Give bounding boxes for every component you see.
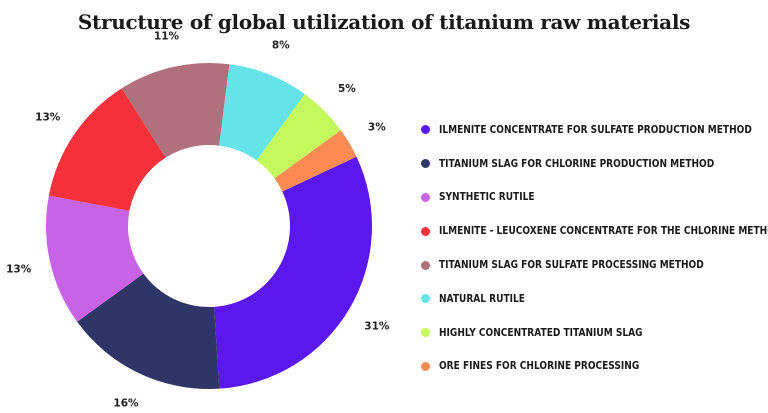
legend-swatch [421,260,430,270]
legend-label: NATURAL RUTILE [439,292,525,305]
legend-item: ILMENITE CONCENTRATE FOR SULFATE PRODUCT… [421,113,768,147]
donut-slice [256,94,341,179]
legend-label: SYNTHETIC RUTILE [439,191,535,204]
legend-item: ORE FINES FOR CHLORINE PROCESSING [421,350,768,384]
slice-value-label: 13% [35,111,61,123]
legend-label: TITANIUM SLAG FOR SULFATE PROCESSING MET… [439,259,704,272]
legend-item: TITANIUM SLAG FOR CHLORINE PRODUCTION ME… [421,147,768,181]
donut-slice [77,273,220,389]
slice-value-label: 8% [272,40,290,52]
legend-swatch [421,159,430,169]
legend-swatch [421,226,430,236]
legend-label: ILMENITE - LEUCOXENE CONCENTRATE FOR THE… [439,225,768,238]
legend-swatch [421,294,430,304]
legend-label: ILMENITE CONCENTRATE FOR SULFATE PRODUCT… [439,123,752,136]
legend-item: NATURAL RUTILE [421,282,768,316]
legend-item: ILMENITE - LEUCOXENE CONCENTRATE FOR THE… [421,214,768,248]
legend-item: TITANIUM SLAG FOR SULFATE PROCESSING MET… [421,248,768,282]
legend-label: ORE FINES FOR CHLORINE PROCESSING [439,360,640,373]
slice-value-label: 13% [6,264,32,276]
slice-value-label: 31% [364,320,390,332]
legend-item: SYNTHETIC RUTILE [421,181,768,215]
legend-item: HIGHLY CONCENTRATED TITANIUM SLAG [421,316,768,350]
slice-value-label: 11% [154,31,180,43]
slice-value-label: 5% [338,83,356,95]
legend-swatch [421,125,430,135]
donut-slice [48,88,166,211]
legend-swatch [421,328,430,338]
chart-title: Structure of global utilization of titan… [77,10,691,34]
slice-value-label: 3% [368,122,386,134]
donut-slice [219,64,305,161]
legend-label: TITANIUM SLAG FOR CHLORINE PRODUCTION ME… [439,157,715,170]
legend-label: HIGHLY CONCENTRATED TITANIUM SLAG [439,326,643,339]
legend-swatch [421,361,430,371]
donut-slice [214,156,372,389]
legend-swatch [421,192,430,202]
donut-slice [121,62,230,158]
donut-slice [45,195,144,322]
chart-legend: ILMENITE CONCENTRATE FOR SULFATE PRODUCT… [421,113,768,383]
donut-slice [274,130,357,192]
slice-value-label: 16% [113,397,139,409]
